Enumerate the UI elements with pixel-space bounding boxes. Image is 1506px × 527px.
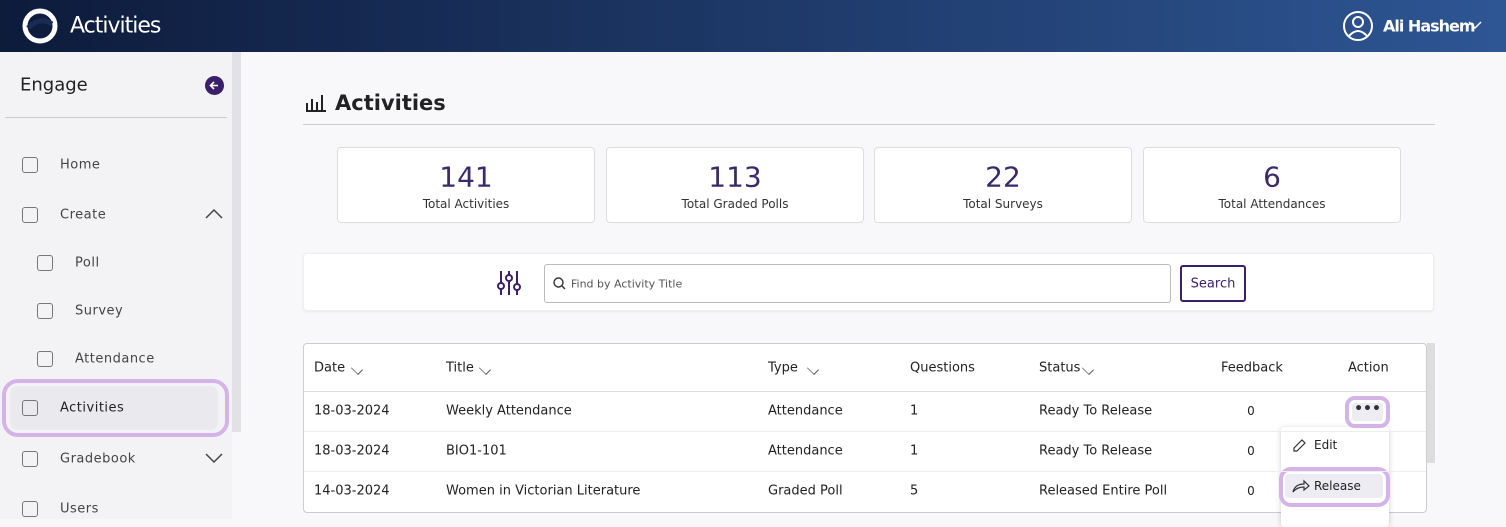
app-title: Activities — [70, 13, 161, 39]
nav-icon — [37, 303, 53, 319]
edit-icon — [1293, 439, 1306, 452]
row-divider — [304, 471, 1426, 472]
cell: Weekly Attendance — [446, 403, 572, 419]
cell: 18-03-2024 — [314, 403, 390, 419]
stat-value: 6 — [1263, 160, 1281, 194]
menu-release[interactable]: Release — [1314, 479, 1361, 493]
nav-item[interactable]: Gradebook — [60, 451, 136, 467]
nav-item[interactable]: Attendance — [75, 351, 155, 367]
release-icon — [1292, 479, 1310, 493]
column-header: Feedback — [1221, 360, 1283, 376]
cell: 1 — [910, 443, 919, 459]
column-header: Action — [1348, 360, 1389, 376]
cell: Ready To Release — [1039, 443, 1153, 459]
stat-value: 22 — [985, 160, 1021, 194]
stat-card — [1143, 147, 1401, 223]
sidebar-divider — [5, 117, 227, 118]
nav-item[interactable]: Poll — [75, 255, 100, 271]
top-bar: Activities Ali Hashem — [0, 0, 1506, 52]
nav-icon — [22, 451, 38, 467]
stat-value: 141 — [439, 160, 493, 194]
nav-item[interactable]: Users — [60, 501, 99, 517]
cell: 0 — [1247, 444, 1255, 458]
stat-label: Total Activities — [422, 197, 510, 211]
cell: Attendance — [768, 403, 843, 419]
cell: 5 — [910, 483, 919, 499]
stat-card — [337, 147, 595, 223]
highlight — [1279, 467, 1390, 507]
cell: Attendance — [768, 443, 843, 459]
cell: 1 — [910, 403, 919, 419]
nav-item[interactable]: Home — [60, 157, 101, 173]
search-input[interactable] — [544, 264, 1171, 303]
row-divider — [304, 391, 1426, 392]
action-button[interactable]: ••• — [1352, 402, 1383, 421]
active-item-bg — [10, 386, 218, 430]
cell: 18-03-2024 — [314, 443, 390, 459]
cell: 0 — [1247, 404, 1255, 418]
cell: Women in Victorian Literature — [446, 483, 641, 499]
cell: 0 — [1247, 484, 1255, 498]
search-placeholder: Find by Activity Title — [571, 277, 683, 291]
nav-item[interactable]: Activities — [60, 400, 125, 416]
create-caret[interactable] — [205, 208, 223, 220]
cell: 14-03-2024 — [314, 483, 390, 499]
highlight — [2, 379, 229, 437]
row-divider — [304, 431, 1426, 432]
stat-label: Total Attendances — [1218, 197, 1326, 211]
nav-icon — [22, 501, 38, 517]
nav-icon — [37, 255, 53, 271]
search-button-label[interactable]: Search — [1190, 276, 1236, 292]
filter-icon[interactable] — [496, 270, 522, 296]
stat-card — [606, 147, 864, 223]
search-button[interactable] — [1180, 265, 1246, 302]
column-header: Questions — [910, 360, 975, 376]
user-avatar[interactable] — [1342, 10, 1374, 42]
user-caret[interactable] — [1468, 20, 1482, 30]
stat-label: Total Graded Polls — [681, 197, 789, 211]
stat-label: Total Surveys — [963, 197, 1043, 211]
nav-icon — [37, 351, 53, 367]
title-divider — [303, 124, 1435, 125]
user-name[interactable]: Ali Hashem — [1383, 16, 1476, 36]
sidebar — [0, 52, 232, 519]
nav-item[interactable]: Survey — [75, 303, 124, 319]
title-icon — [306, 95, 326, 112]
nav-icon — [22, 207, 38, 223]
nav-item[interactable]: Create — [60, 207, 107, 223]
collapse-button[interactable] — [205, 76, 224, 95]
menu-edit[interactable]: Edit — [1314, 438, 1338, 452]
cell: BIO1-101 — [446, 443, 507, 459]
highlight — [1345, 396, 1390, 428]
column-header[interactable]: Date — [314, 360, 346, 376]
stat-value: 113 — [708, 160, 762, 194]
menu-hover — [1285, 474, 1383, 498]
logo — [22, 8, 58, 44]
sidebar-scrollbar — [232, 52, 241, 432]
nav-icon — [22, 400, 38, 416]
stat-card — [874, 147, 1132, 223]
cell: Released Entire Poll — [1039, 483, 1168, 499]
page-title: Activities — [335, 91, 446, 115]
cell: Graded Poll — [768, 483, 843, 499]
cell: Ready To Release — [1039, 403, 1153, 419]
gradebook-caret[interactable] — [205, 452, 223, 464]
table — [303, 343, 1427, 513]
column-header[interactable]: Type — [768, 360, 798, 376]
table-scrollbar — [1427, 343, 1435, 463]
sidebar-title: Engage — [20, 74, 88, 96]
column-header[interactable]: Status — [1039, 360, 1081, 376]
column-header[interactable]: Title — [446, 360, 474, 376]
search-icon — [553, 277, 566, 290]
nav-icon — [22, 157, 38, 173]
